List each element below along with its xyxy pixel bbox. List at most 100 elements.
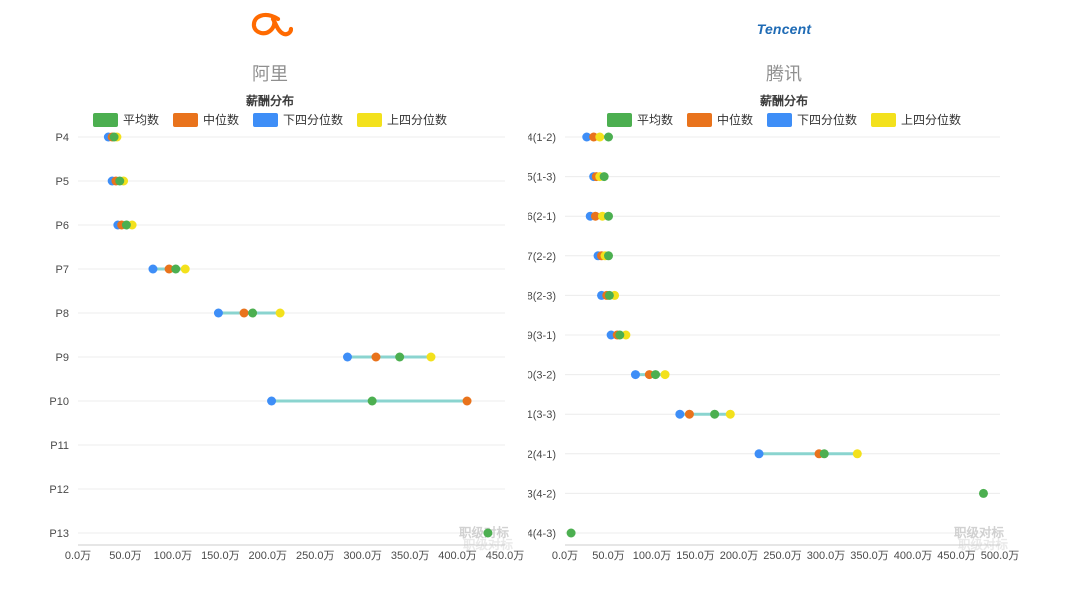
y-axis-label: 5(1-3) bbox=[528, 172, 556, 184]
data-point[interactable] bbox=[754, 449, 764, 459]
y-axis-label: P11 bbox=[50, 440, 69, 452]
data-point[interactable] bbox=[650, 370, 660, 380]
legend-swatch bbox=[172, 113, 198, 127]
legend-label: 下四分位数 bbox=[797, 113, 858, 127]
plot: 4(1-2) 5(1-3) 6(2-1) 7(2-2) 8(2-3) 9(3-1) 10(3… bbox=[521, 125, 1040, 587]
x-axis-tick: 100.0万 bbox=[633, 550, 672, 562]
data-point[interactable] bbox=[978, 488, 988, 498]
x-axis-tick: 150.0万 bbox=[676, 550, 715, 562]
data-point[interactable] bbox=[180, 264, 190, 274]
x-axis-tick: 100.0万 bbox=[154, 550, 193, 562]
x-axis-tick: 350.0万 bbox=[391, 550, 430, 562]
x-axis-tick: 300.0万 bbox=[807, 550, 846, 562]
y-axis-label: 9(3-1) bbox=[528, 330, 556, 342]
data-point[interactable] bbox=[660, 370, 670, 380]
data-point[interactable] bbox=[275, 308, 285, 318]
data-point[interactable] bbox=[710, 409, 720, 419]
y-axis-label: P13 bbox=[49, 528, 69, 540]
data-point[interactable] bbox=[630, 370, 640, 380]
chart-panel-alibaba: 阿里 薪酬分布 平均数 中位数 下四分位数 上四分位数 P4 P5 P6 P7 P8 P9 P10… bbox=[0, 10, 540, 587]
data-point[interactable] bbox=[148, 264, 158, 274]
legend-label: 中位数 bbox=[202, 113, 239, 127]
legend-swatch bbox=[686, 113, 712, 127]
x-axis-tick: 450.0万 bbox=[486, 550, 525, 562]
legend-swatch bbox=[92, 113, 118, 127]
legend: 平均数 中位数 下四分位数 上四分位数 bbox=[0, 110, 540, 130]
data-point[interactable] bbox=[164, 264, 174, 274]
legend-swatch bbox=[871, 113, 897, 127]
legend-item[interactable]: 上四分位数 bbox=[871, 113, 961, 127]
x-axis-tick: 50.0万 bbox=[592, 550, 624, 562]
legend-item[interactable]: 上四分位数 bbox=[357, 113, 447, 127]
y-axis-label: P12 bbox=[49, 484, 69, 496]
legend-label: 平均数 bbox=[636, 113, 673, 127]
data-point[interactable] bbox=[599, 172, 609, 182]
y-axis-label: 4(1-2) bbox=[528, 132, 556, 144]
data-point[interactable] bbox=[121, 220, 131, 230]
y-axis-label: P5 bbox=[56, 176, 69, 188]
data-point[interactable] bbox=[604, 132, 613, 142]
legend-item[interactable]: 平均数 bbox=[606, 113, 673, 127]
data-point[interactable] bbox=[852, 449, 862, 459]
legend-label: 下四分位数 bbox=[283, 113, 344, 127]
x-axis-tick: 450.0万 bbox=[937, 550, 976, 562]
x-axis-tick: 400.0万 bbox=[894, 550, 933, 562]
data-point[interactable] bbox=[483, 528, 493, 538]
tencent-logo: Tencent bbox=[528, 10, 1040, 48]
y-axis-label: 11(3-3) bbox=[528, 409, 556, 421]
x-axis-tick: 200.0万 bbox=[249, 550, 288, 562]
y-axis-label: 10(3-2) bbox=[528, 370, 556, 382]
legend-swatch bbox=[606, 113, 632, 127]
watermark: 职级对标 bbox=[954, 525, 1005, 540]
y-axis-label: P10 bbox=[49, 396, 69, 408]
x-axis-tick: 300.0万 bbox=[343, 550, 382, 562]
x-axis-tick: 0.0万 bbox=[552, 550, 578, 562]
legend-item[interactable]: 中位数 bbox=[686, 113, 753, 127]
data-point[interactable] bbox=[426, 352, 436, 362]
data-point[interactable] bbox=[239, 308, 249, 318]
y-axis-label: 14(4-3) bbox=[528, 528, 556, 540]
data-point[interactable] bbox=[819, 449, 829, 459]
data-point[interactable] bbox=[604, 251, 613, 261]
data-point[interactable] bbox=[615, 330, 625, 340]
data-point[interactable] bbox=[371, 352, 381, 362]
y-axis-label: 12(4-1) bbox=[528, 449, 556, 461]
plot: P4 P5 P6 P7 P8 P9 P10 P11 P12 P13 0.0万 50.0万 100.0万 1… bbox=[0, 125, 540, 587]
data-point[interactable] bbox=[267, 396, 277, 406]
legend-label: 平均数 bbox=[122, 113, 159, 127]
y-axis-label: 7(2-2) bbox=[528, 251, 556, 263]
data-point[interactable] bbox=[342, 352, 352, 362]
data-point[interactable] bbox=[213, 308, 223, 318]
data-point[interactable] bbox=[590, 211, 600, 221]
data-point[interactable] bbox=[367, 396, 377, 406]
alibaba-logo-svg bbox=[251, 12, 293, 37]
data-point[interactable] bbox=[582, 132, 592, 142]
data-point[interactable] bbox=[395, 352, 405, 362]
data-point[interactable] bbox=[115, 176, 125, 186]
data-point[interactable] bbox=[595, 132, 605, 142]
data-point[interactable] bbox=[675, 409, 685, 419]
legend-item[interactable]: 下四分位数 bbox=[767, 113, 857, 127]
legend-item[interactable]: 中位数 bbox=[172, 113, 239, 127]
y-axis-label: P6 bbox=[56, 220, 69, 232]
legend-item[interactable]: 下四分位数 bbox=[253, 113, 343, 127]
data-point[interactable] bbox=[725, 409, 735, 419]
data-point[interactable] bbox=[171, 264, 181, 274]
legend-label: 上四分位数 bbox=[901, 113, 962, 127]
y-axis-label: 6(2-1) bbox=[528, 211, 556, 223]
plot-canvas: 4(1-2) 5(1-3) 6(2-1) 7(2-2) 8(2-3) 9(3-1) 10(3… bbox=[521, 132, 1020, 562]
data-point[interactable] bbox=[109, 132, 119, 142]
alibaba-logo-icon bbox=[0, 10, 540, 48]
x-axis-tick: 250.0万 bbox=[763, 550, 802, 562]
data-point[interactable] bbox=[604, 211, 613, 221]
legend-swatch bbox=[767, 113, 792, 127]
data-point[interactable] bbox=[462, 396, 472, 406]
x-axis-tick: 350.0万 bbox=[850, 550, 889, 562]
data-point[interactable] bbox=[248, 308, 258, 318]
data-point[interactable] bbox=[566, 528, 576, 538]
data-point[interactable] bbox=[604, 290, 614, 300]
legend-item[interactable]: 平均数 bbox=[92, 113, 159, 127]
y-axis-label: P7 bbox=[56, 264, 69, 276]
data-point[interactable] bbox=[684, 409, 694, 419]
